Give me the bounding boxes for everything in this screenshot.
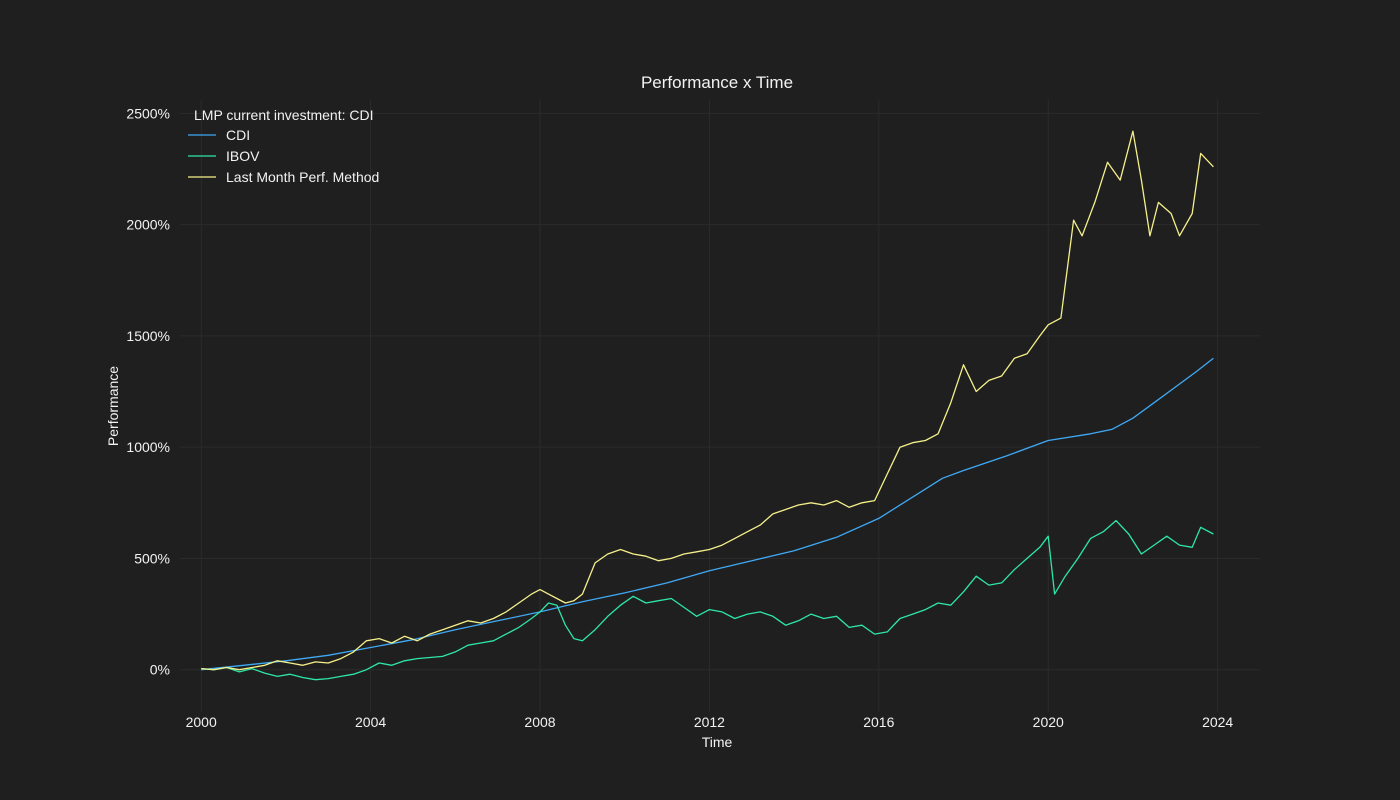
y-axis-label: Performance xyxy=(105,366,121,446)
x-tick-label: 2004 xyxy=(355,714,386,730)
legend-label-last-month-perf-method: Last Month Perf. Method xyxy=(226,169,379,185)
y-tick-label: 0% xyxy=(150,662,170,678)
series-line-ibov xyxy=(201,519,1214,681)
legend-label-ibov: IBOV xyxy=(226,148,260,164)
x-tick-label: 2016 xyxy=(863,714,894,730)
y-tick-label: 2000% xyxy=(126,217,170,233)
x-tick-label: 2000 xyxy=(186,714,217,730)
legend-title: LMP current investment: CDI xyxy=(194,107,373,123)
series-layer xyxy=(201,130,1214,681)
series-line-cdi xyxy=(201,357,1214,671)
x-tick-label: 2024 xyxy=(1202,714,1233,730)
chart-title: Performance x Time xyxy=(641,73,793,92)
y-tick-label: 2500% xyxy=(126,105,170,121)
grid xyxy=(180,100,1260,712)
x-tick-label: 2020 xyxy=(1033,714,1064,730)
y-tick-label: 1000% xyxy=(126,439,170,455)
legend[interactable]: LMP current investment: CDI CDI IBOV Last … xyxy=(188,107,379,185)
y-tick-label: 1500% xyxy=(126,328,170,344)
x-tick-label: 2008 xyxy=(524,714,555,730)
axes: 2000 2004 2008 2012 2016 2020 2024 0% 500% 1000% 1… xyxy=(126,105,1233,730)
legend-label-cdi: CDI xyxy=(226,127,250,143)
y-tick-label: 500% xyxy=(134,550,170,566)
x-tick-label: 2012 xyxy=(694,714,725,730)
series-line-last-month-perf-method xyxy=(201,130,1214,671)
x-axis-label: Time xyxy=(702,734,733,750)
